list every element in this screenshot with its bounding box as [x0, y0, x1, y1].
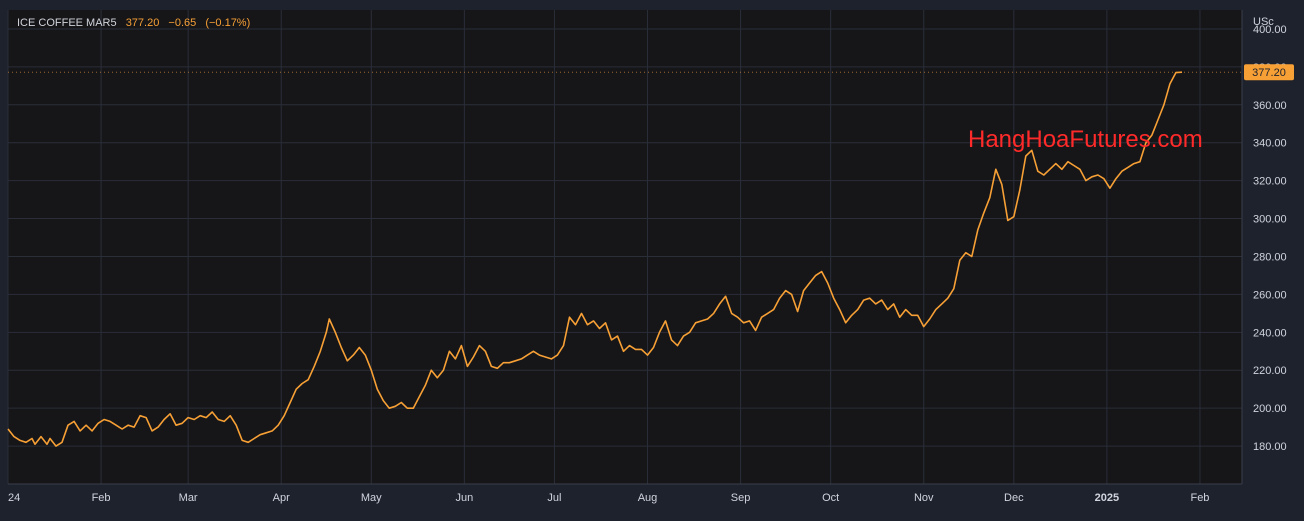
y-tick-label: 340.00 — [1253, 138, 1287, 150]
x-tick-label: May — [361, 492, 382, 504]
last-price-badge — [1244, 64, 1294, 81]
x-tick-label: Apr — [273, 492, 290, 504]
x-tick-label: 24 — [8, 492, 20, 504]
legend-change: −0.65 — [168, 17, 197, 29]
x-tick-label: Oct — [822, 492, 839, 504]
y-tick-label: 400.00 — [1253, 24, 1287, 36]
x-tick-label: Aug — [638, 492, 658, 504]
x-tick-label: Feb — [92, 492, 111, 504]
y-tick-label: 240.00 — [1253, 327, 1287, 339]
x-tick-label: Sep — [731, 492, 751, 504]
y-tick-label: 320.00 — [1253, 176, 1287, 188]
x-tick-label: Jul — [547, 492, 561, 504]
y-tick-label: 360.00 — [1253, 100, 1287, 112]
legend-change-pct: (−0.17%) — [205, 17, 251, 29]
last-price-badge-label: 377.20 — [1252, 67, 1286, 79]
y-tick-label: 220.00 — [1253, 365, 1287, 377]
legend-last-price: 377.20 — [125, 17, 160, 29]
price-series-line — [7, 71, 1183, 447]
y-tick-label: 180.00 — [1253, 441, 1287, 453]
chart-legend: ICE COFFEE MAR5 377.20 −0.65 (−0.17%) — [17, 17, 256, 29]
x-tick-label: Nov — [914, 492, 934, 504]
y-tick-label: 280.00 — [1253, 251, 1287, 263]
x-tick-label: Dec — [1004, 492, 1024, 504]
x-tick-label: Jun — [455, 492, 473, 504]
y-tick-label: 200.00 — [1253, 403, 1287, 415]
x-tick-label: Mar — [179, 492, 198, 504]
x-tick-label: 2025 — [1095, 492, 1119, 504]
x-tick-label: Feb — [1190, 492, 1209, 504]
y-tick-label: 300.00 — [1253, 214, 1287, 226]
plot-area[interactable] — [8, 10, 1242, 484]
legend-symbol: ICE COFFEE MAR5 — [17, 17, 117, 29]
y-tick-label: 260.00 — [1253, 289, 1287, 301]
watermark-text: HangHoaFutures.com — [968, 126, 1203, 153]
y-axis-unit-label: USc — [1253, 16, 1274, 28]
